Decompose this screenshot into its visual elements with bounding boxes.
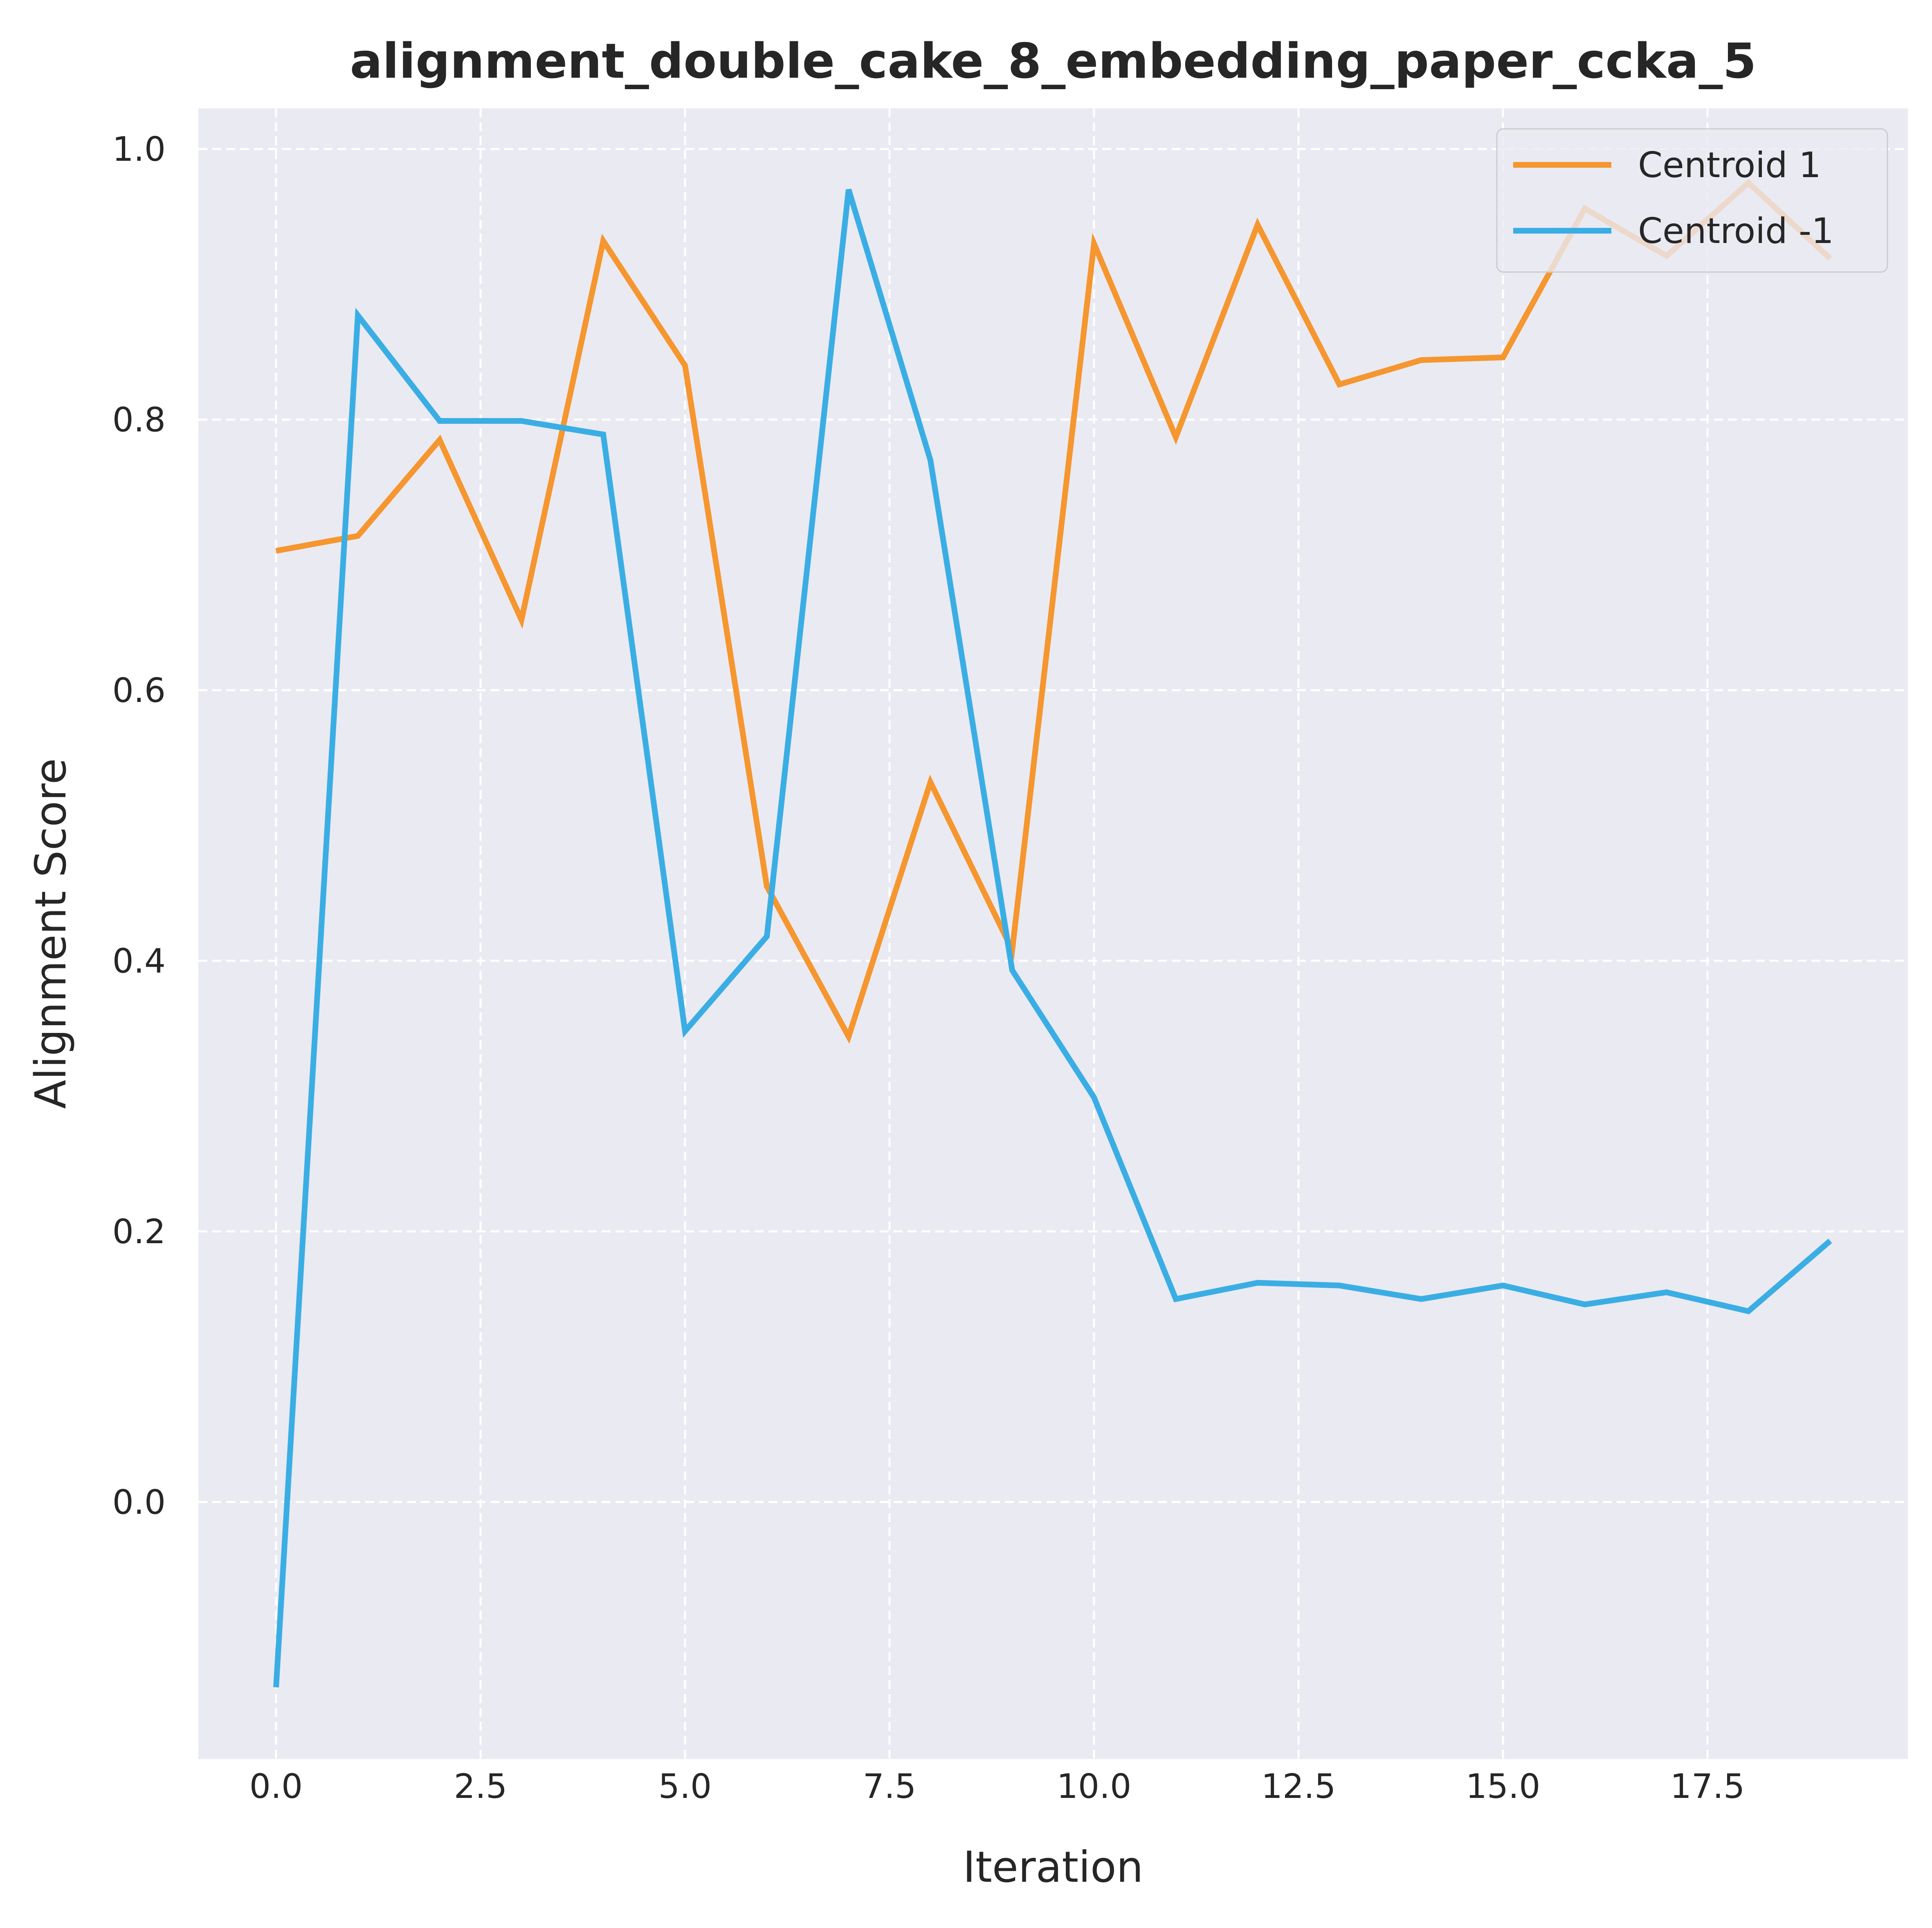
y-tick-labels: 0.0 0.2 0.4 0.6 0.8 1.0 [112,130,166,1522]
y-tick-label: 0.0 [112,1483,166,1522]
y-tick-label: 0.4 [112,942,166,981]
x-tick-label: 7.5 [863,1767,916,1806]
legend-label-centroid-1: Centroid 1 [1638,145,1821,186]
x-tick-label: 17.5 [1670,1767,1745,1806]
x-axis-label: Iteration [963,1842,1143,1892]
x-tick-label: 5.0 [658,1767,712,1806]
chart-title: alignment_double_cake_8_embedding_paper_… [350,33,1756,89]
plot-background [198,108,1908,1759]
x-tick-labels: 0.0 2.5 5.0 7.5 10.0 12.5 15.0 17.5 [249,1767,1745,1806]
y-tick-label: 0.6 [112,671,166,710]
grid [198,108,1908,1759]
y-tick-label: 1.0 [112,130,166,169]
legend-label-centroid-neg1: Centroid -1 [1638,211,1834,252]
y-tick-label: 0.2 [112,1213,166,1251]
y-axis-label: Alignment Score [26,758,76,1109]
series-line-centroid-neg1 [273,189,1832,1688]
x-tick-label: 2.5 [454,1767,507,1806]
x-tick-label: 12.5 [1261,1767,1336,1806]
x-tick-label: 15.0 [1466,1767,1541,1806]
y-tick-label: 0.8 [112,401,166,440]
x-tick-label: 10.0 [1057,1767,1132,1806]
legend: Centroid 1 Centroid -1 [1496,128,1888,273]
x-tick-label: 0.0 [249,1767,303,1806]
